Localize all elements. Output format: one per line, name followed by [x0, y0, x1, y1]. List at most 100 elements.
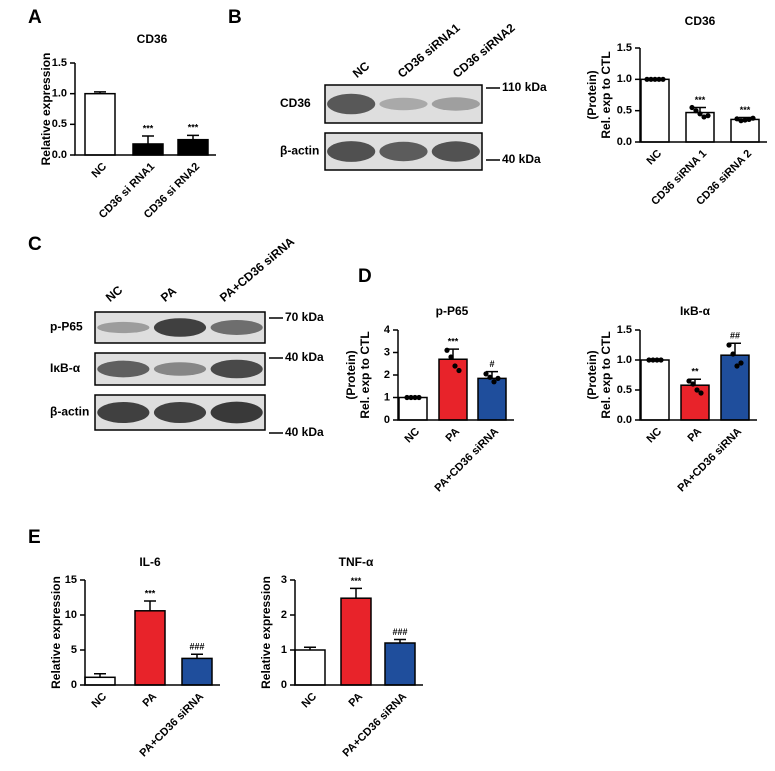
y-axis-label: Relative expression: [259, 576, 273, 689]
x-tick-label: PA: [346, 691, 365, 710]
data-point: [701, 114, 707, 120]
y-tick-label: 0.0: [52, 149, 67, 161]
data-point: [646, 357, 652, 363]
blot-band: [379, 97, 428, 111]
chart-title: TNF-α: [339, 555, 374, 569]
y-tick-label: 1.0: [617, 73, 632, 85]
panel-letter: B: [228, 7, 242, 28]
data-point: [660, 76, 666, 82]
blot-band: [210, 359, 263, 379]
data-point: [730, 351, 736, 357]
chart-title: IL-6: [139, 555, 161, 569]
bar: [132, 143, 164, 156]
data-point: [734, 363, 740, 369]
data-point: [738, 360, 744, 366]
chart-title: IκB-α: [680, 304, 711, 318]
data-point: [698, 390, 704, 396]
significance: ***: [448, 337, 459, 347]
blot-band: [327, 141, 376, 162]
x-tick-label: PA: [140, 691, 159, 710]
bar: [477, 377, 507, 421]
data-point: [483, 371, 489, 377]
blot-band: [153, 402, 207, 423]
bar: [177, 138, 209, 156]
significance: ***: [351, 576, 362, 586]
y-tick-label: 5: [71, 644, 77, 656]
y-tick-label: 0: [71, 679, 77, 691]
bar: [181, 657, 213, 686]
data-point: [408, 394, 414, 401]
y-tick-label: 1: [384, 391, 390, 403]
y-axis-label: Rel. exp to CTL: [599, 331, 613, 418]
y-tick-label: 4: [384, 324, 391, 336]
data-point: [746, 116, 752, 123]
error-bar: [94, 673, 106, 678]
data-point: [705, 113, 711, 119]
blot-band: [153, 318, 207, 337]
data-point: [654, 357, 660, 363]
significance: ###: [189, 642, 204, 652]
data-point: [412, 394, 418, 401]
panel-letter: E: [28, 527, 41, 548]
data-point: [448, 354, 454, 360]
lane-label: PA: [158, 284, 179, 305]
significance: ***: [143, 123, 154, 133]
significance: ##: [730, 331, 740, 341]
bar: [398, 396, 428, 421]
y-tick-label: 0.5: [617, 105, 632, 117]
bar: [730, 118, 760, 143]
bar: [384, 642, 416, 686]
data-point: [444, 347, 450, 353]
data-point: [694, 387, 700, 393]
y-axis-label: Relative expression: [49, 576, 63, 689]
y-tick-label: 15: [65, 574, 77, 586]
bar: [438, 358, 468, 421]
data-point: [658, 357, 664, 363]
x-tick-label: NC: [644, 148, 664, 168]
panel-letter: D: [358, 266, 372, 287]
bar: [134, 610, 166, 686]
y-axis-label: Rel. exp to CTL: [599, 51, 613, 138]
significance: ***: [145, 588, 156, 598]
chart-title: CD36: [685, 14, 716, 28]
x-tick-label: PA: [443, 426, 462, 445]
y-tick-label: 2: [281, 609, 287, 621]
chart-title: CD36: [137, 32, 168, 46]
data-point: [738, 118, 744, 124]
y-tick-label: 3: [281, 574, 287, 586]
data-point: [690, 381, 696, 387]
error-bar: [94, 91, 106, 94]
y-tick-label: 0.0: [617, 136, 632, 148]
data-point: [726, 342, 732, 348]
axis: [294, 580, 423, 686]
x-tick-label: NC: [402, 426, 422, 446]
y-axis-label: Rel. exp to CTL: [358, 331, 372, 418]
data-point: [456, 367, 462, 374]
x-tick-label: PA: [685, 426, 704, 445]
y-tick-label: 1.0: [617, 354, 632, 366]
y-tick-label: 2: [384, 369, 390, 381]
lane-label: NC: [350, 59, 373, 81]
blot-band: [431, 141, 480, 162]
marker-label: 70 kDa: [285, 310, 324, 324]
blot-band: [210, 401, 263, 424]
significance: ***: [188, 123, 199, 133]
data-point: [404, 394, 410, 401]
blot-band: [97, 360, 150, 378]
data-point: [644, 76, 650, 82]
data-point: [693, 108, 699, 114]
data-point: [452, 363, 458, 369]
data-point: [416, 394, 422, 401]
blot-band: [153, 362, 207, 376]
y-tick-label: 1.5: [617, 42, 632, 54]
axis: [84, 580, 220, 686]
significance: ***: [740, 105, 751, 115]
row-label: CD36: [280, 96, 311, 110]
significance: ###: [392, 627, 407, 637]
error-bar: [191, 653, 203, 659]
x-tick-label: NC: [89, 161, 109, 181]
marker-label: 40 kDa: [285, 350, 324, 364]
marker-label: 40 kDa: [285, 425, 324, 439]
x-tick-label: NC: [644, 426, 664, 446]
